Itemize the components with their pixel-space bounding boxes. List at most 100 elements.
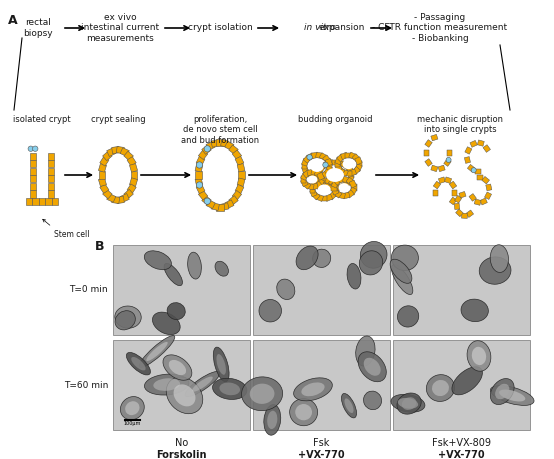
Bar xyxy=(235,185,244,194)
Bar xyxy=(310,189,317,197)
Ellipse shape xyxy=(294,378,332,401)
Bar xyxy=(431,165,438,172)
Bar xyxy=(469,194,476,201)
Text: B: B xyxy=(95,240,105,253)
Ellipse shape xyxy=(356,336,375,366)
Ellipse shape xyxy=(164,263,182,285)
Bar xyxy=(466,210,474,218)
Bar xyxy=(454,196,462,203)
Text: - Passaging
- CFTR function measurement
- Biobanking: - Passaging - CFTR function measurement … xyxy=(372,13,507,43)
Bar xyxy=(30,160,36,167)
Ellipse shape xyxy=(264,404,281,435)
Ellipse shape xyxy=(242,377,283,411)
Ellipse shape xyxy=(391,394,425,412)
Bar xyxy=(131,171,137,179)
Bar xyxy=(317,179,325,187)
Text: expansion: expansion xyxy=(319,23,365,33)
Text: T=60 min: T=60 min xyxy=(64,381,108,390)
Bar xyxy=(99,171,105,179)
Bar xyxy=(220,140,229,147)
Bar xyxy=(314,181,322,189)
Ellipse shape xyxy=(363,391,382,409)
Bar xyxy=(318,178,326,186)
Circle shape xyxy=(196,182,203,188)
Bar xyxy=(316,167,323,175)
Bar xyxy=(344,163,352,172)
Ellipse shape xyxy=(312,249,331,268)
Bar xyxy=(310,182,317,190)
Ellipse shape xyxy=(192,376,213,392)
Bar xyxy=(211,203,219,211)
Text: proliferation,
de novo stem cell
and bud formation: proliferation, de novo stem cell and bud… xyxy=(181,115,259,145)
Ellipse shape xyxy=(152,312,180,335)
Bar xyxy=(347,167,354,175)
Bar xyxy=(30,183,36,190)
Bar xyxy=(198,150,208,160)
Bar xyxy=(217,140,224,146)
Bar xyxy=(202,196,211,205)
Ellipse shape xyxy=(213,347,229,382)
Bar xyxy=(321,196,327,201)
Bar xyxy=(336,159,344,167)
Circle shape xyxy=(446,157,451,162)
Bar xyxy=(124,151,134,161)
Bar xyxy=(314,170,322,178)
Bar xyxy=(393,245,530,335)
Ellipse shape xyxy=(295,404,312,420)
Bar xyxy=(444,177,452,184)
Bar xyxy=(483,145,490,152)
Bar xyxy=(237,178,245,186)
Circle shape xyxy=(28,146,33,151)
Bar xyxy=(332,185,338,190)
Bar xyxy=(331,185,337,191)
Bar xyxy=(340,181,348,189)
Bar xyxy=(195,171,202,179)
Bar xyxy=(325,177,332,185)
Bar xyxy=(433,181,441,189)
Bar xyxy=(337,154,345,162)
Bar xyxy=(317,173,325,180)
Text: No: No xyxy=(175,438,188,448)
Circle shape xyxy=(471,168,476,173)
Ellipse shape xyxy=(360,251,383,275)
Bar xyxy=(30,152,36,160)
Text: in vitro: in vitro xyxy=(304,23,336,33)
Bar xyxy=(464,157,470,163)
Bar xyxy=(355,164,362,172)
Bar xyxy=(232,150,242,160)
Bar xyxy=(112,196,120,204)
Bar xyxy=(316,174,323,180)
Bar xyxy=(316,152,323,158)
Bar xyxy=(25,198,32,205)
Ellipse shape xyxy=(166,377,203,414)
Bar xyxy=(345,170,352,176)
Ellipse shape xyxy=(347,263,361,289)
Bar xyxy=(238,171,245,179)
Ellipse shape xyxy=(326,168,344,182)
Bar xyxy=(301,173,308,180)
Text: Stem cell: Stem cell xyxy=(54,230,90,239)
Bar xyxy=(322,155,331,163)
Ellipse shape xyxy=(392,264,413,295)
Bar xyxy=(307,169,314,176)
Bar xyxy=(301,158,309,166)
Bar xyxy=(302,181,311,189)
Ellipse shape xyxy=(167,302,185,319)
Bar xyxy=(319,153,327,161)
Bar xyxy=(478,140,484,146)
Ellipse shape xyxy=(397,393,421,414)
Bar xyxy=(474,199,481,205)
Bar xyxy=(333,186,338,192)
Text: Fsk: Fsk xyxy=(314,438,330,448)
Bar xyxy=(311,183,318,190)
Bar xyxy=(485,192,491,200)
Bar xyxy=(449,181,456,189)
Ellipse shape xyxy=(397,306,419,327)
Ellipse shape xyxy=(467,341,491,371)
Bar xyxy=(316,194,324,202)
Ellipse shape xyxy=(131,357,146,370)
Ellipse shape xyxy=(267,411,278,429)
Text: +VX-770: +VX-770 xyxy=(298,450,345,459)
Bar xyxy=(48,183,54,190)
Bar xyxy=(319,176,324,183)
